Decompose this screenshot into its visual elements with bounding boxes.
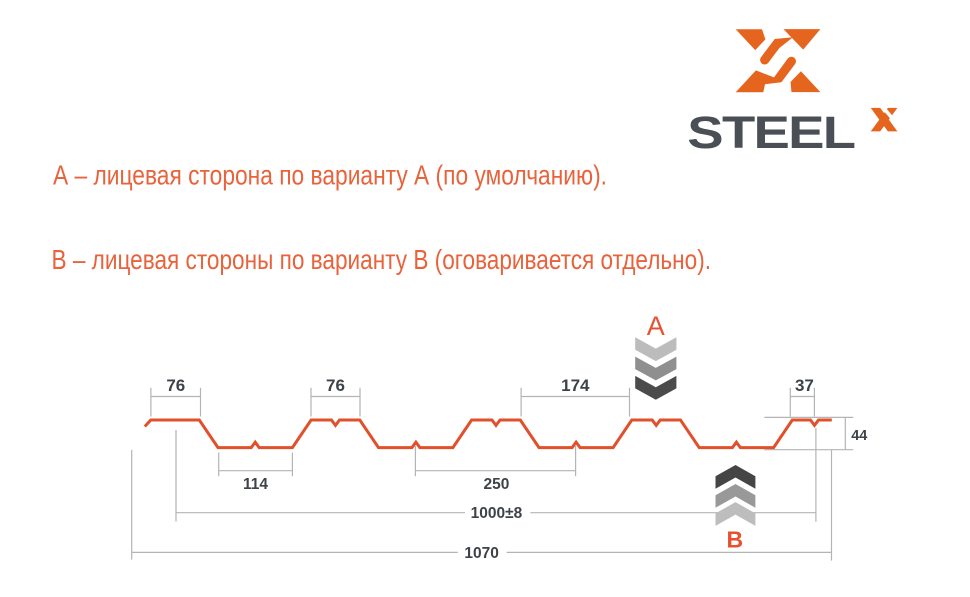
svg-text:В – лицевая стороны по вариант: В – лицевая стороны по варианту В (огова… xyxy=(52,244,712,275)
svg-text:76: 76 xyxy=(166,376,185,395)
svg-text:B: B xyxy=(726,526,743,552)
svg-text:А – лицевая сторона по вариант: А – лицевая сторона по варианту А (по ум… xyxy=(53,159,607,190)
svg-text:STEEL: STEEL xyxy=(687,107,855,158)
svg-text:114: 114 xyxy=(243,476,268,493)
svg-text:1070: 1070 xyxy=(464,545,498,562)
svg-text:174: 174 xyxy=(561,376,590,395)
svg-text:76: 76 xyxy=(326,376,345,395)
svg-text:1000±8: 1000±8 xyxy=(471,505,523,522)
svg-text:44: 44 xyxy=(851,428,867,444)
svg-text:250: 250 xyxy=(483,476,509,493)
svg-text:A: A xyxy=(647,311,665,341)
svg-text:37: 37 xyxy=(795,376,814,395)
